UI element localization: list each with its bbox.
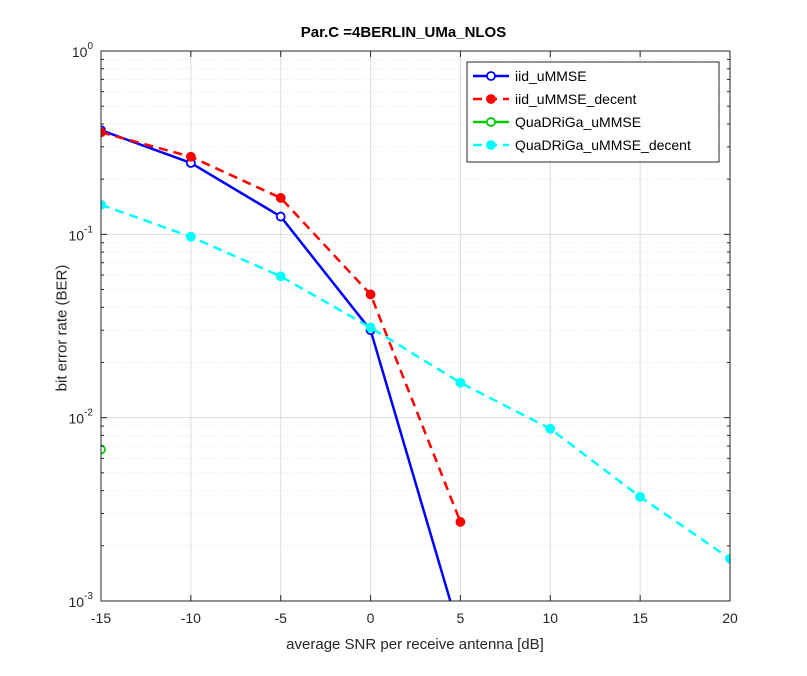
ticks-layer: -15 -10 -5 0 5 10 15 20 100 10-1 10-2 10-3 bbox=[69, 41, 738, 626]
x-tick-label: -10 bbox=[181, 610, 201, 626]
data-point-QuaDRiGa_uMMSE_decent bbox=[101, 199, 106, 210]
legend-entry-label: QuaDRiGa_uMMSE bbox=[515, 114, 641, 130]
y-tick-label: 10-3 bbox=[69, 591, 94, 610]
chart-title: Par.C =4BERLIN_UMa_NLOS bbox=[300, 24, 507, 41]
data-point-iid_uMMSE bbox=[456, 631, 464, 639]
y-tick-label: 100 bbox=[72, 41, 94, 60]
legend-marker-QuaDRiGa_uMMSE bbox=[486, 117, 496, 127]
data-point-QuaDRiGa_uMMSE_decent bbox=[365, 322, 376, 333]
data-point-iid_uMMSE_decent bbox=[275, 193, 286, 203]
legend-entry-label: iid_uMMSE_decent bbox=[515, 91, 637, 107]
legend-marker-iid_uMMSE bbox=[486, 71, 496, 81]
data-point-QuaDRiGa_uMMSE_decent bbox=[275, 271, 286, 282]
series-line-QuaDRiGa_uMMSE_decent bbox=[101, 203, 730, 560]
legend: iid_uMMSE iid_uMMSE_decent QuaDRiGa_uMMSE Q… bbox=[466, 61, 720, 163]
data-point-QuaDRiGa_uMMSE_decent bbox=[185, 231, 196, 242]
legend-entry-label: QuaDRiGa_uMMSE_decent bbox=[515, 137, 691, 153]
data-point-QuaDRiGa_uMMSE_decent bbox=[635, 491, 646, 502]
x-tick-label: -5 bbox=[274, 610, 287, 626]
plot-frame bbox=[100, 50, 731, 602]
y-tick-label: 10-1 bbox=[69, 224, 94, 243]
legend-entry-label: iid_uMMSE bbox=[515, 68, 587, 84]
data-point-iid_uMMSE_decent bbox=[101, 127, 106, 138]
series-layer bbox=[101, 125, 730, 639]
y-tick-label: 10-2 bbox=[69, 408, 94, 427]
x-tick-label: -15 bbox=[91, 610, 111, 626]
data-point-iid_uMMSE_decent bbox=[365, 289, 376, 300]
series-QuaDRiGa_uMMSE bbox=[101, 444, 106, 455]
x-tick-label: 5 bbox=[457, 610, 465, 626]
data-point-QuaDRiGa_uMMSE_decent bbox=[725, 553, 730, 564]
x-tick-label: 10 bbox=[542, 610, 558, 626]
x-tick-label: 15 bbox=[632, 610, 648, 626]
series-line-iid_uMMSE_decent bbox=[101, 131, 462, 523]
legend-marker-iid_uMMSE_decent bbox=[486, 94, 496, 104]
data-point-QuaDRiGa_uMMSE bbox=[101, 444, 106, 455]
x-axis-label: average SNR per receive antenna [dB] bbox=[286, 636, 544, 653]
data-point-iid_uMMSE_decent bbox=[185, 151, 196, 162]
data-point-QuaDRiGa_uMMSE_decent bbox=[455, 377, 466, 388]
series-QuaDRiGa_uMMSE_decent bbox=[101, 199, 730, 564]
legend-marker-QuaDRiGa_uMMSE_decent bbox=[486, 140, 496, 150]
data-point-QuaDRiGa_uMMSE_decent bbox=[545, 423, 556, 434]
data-point-iid_uMMSE bbox=[275, 211, 286, 222]
x-tick-label: 0 bbox=[367, 610, 375, 626]
x-tick-label: 20 bbox=[722, 610, 738, 626]
series-iid_uMMSE_decent bbox=[101, 127, 466, 527]
data-point-iid_uMMSE_decent bbox=[455, 517, 466, 527]
